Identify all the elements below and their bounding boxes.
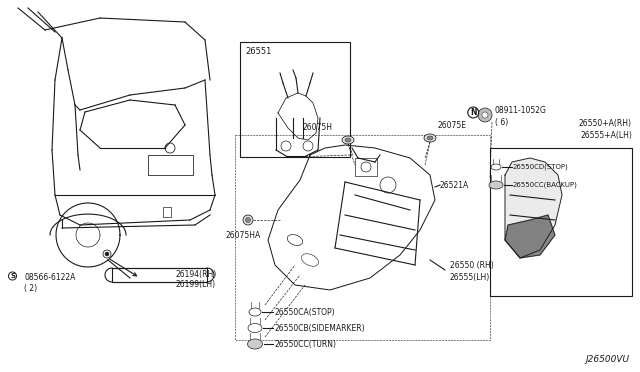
Text: 26551: 26551 [245, 47, 271, 56]
Text: 26555(LH): 26555(LH) [450, 273, 490, 282]
Bar [490, 148, 632, 296]
Text: 26199(LH): 26199(LH) [175, 280, 215, 289]
Text: 26194(RH): 26194(RH) [175, 270, 216, 279]
Text: 26555+A(LH): 26555+A(LH) [580, 131, 632, 140]
Text: 26550CD(STOP): 26550CD(STOP) [513, 164, 569, 170]
Text: 26550+A(RH): 26550+A(RH) [579, 119, 632, 128]
Ellipse shape [427, 136, 433, 140]
Ellipse shape [424, 134, 436, 142]
Text: J26500VU: J26500VU [586, 355, 630, 364]
Ellipse shape [489, 181, 503, 189]
Text: S: S [10, 273, 15, 279]
Bar [148, 155, 193, 175]
Text: 26550CC(TURN): 26550CC(TURN) [275, 340, 337, 349]
Bar [163, 207, 171, 217]
Text: 26550CB(SIDEMARKER): 26550CB(SIDEMARKER) [275, 324, 365, 333]
Text: 26521A: 26521A [440, 180, 469, 189]
Bar [235, 135, 490, 340]
Text: 26075H: 26075H [303, 123, 333, 132]
Ellipse shape [342, 136, 354, 144]
Ellipse shape [248, 339, 262, 349]
Polygon shape [505, 158, 562, 258]
Text: 26550CA(STOP): 26550CA(STOP) [275, 308, 335, 317]
Bar [355, 158, 377, 176]
Circle shape [482, 112, 488, 118]
Circle shape [105, 252, 109, 256]
Text: 26075HA: 26075HA [225, 231, 260, 240]
Text: 26075E: 26075E [438, 121, 467, 130]
Circle shape [478, 108, 492, 122]
Ellipse shape [243, 215, 253, 225]
Polygon shape [505, 215, 555, 258]
Text: ( 2): ( 2) [24, 283, 37, 292]
Text: 08566-6122A: 08566-6122A [24, 273, 76, 282]
Ellipse shape [345, 138, 351, 142]
Text: ( 6): ( 6) [495, 118, 508, 126]
Text: 26550CC(BACKUP): 26550CC(BACKUP) [513, 182, 578, 188]
Text: 08911-1052G: 08911-1052G [495, 106, 547, 115]
Bar [240, 42, 350, 157]
Text: 26550 (RH): 26550 (RH) [450, 261, 493, 270]
Bar [112, 268, 207, 282]
Text: N: N [470, 108, 477, 117]
Ellipse shape [246, 218, 250, 222]
